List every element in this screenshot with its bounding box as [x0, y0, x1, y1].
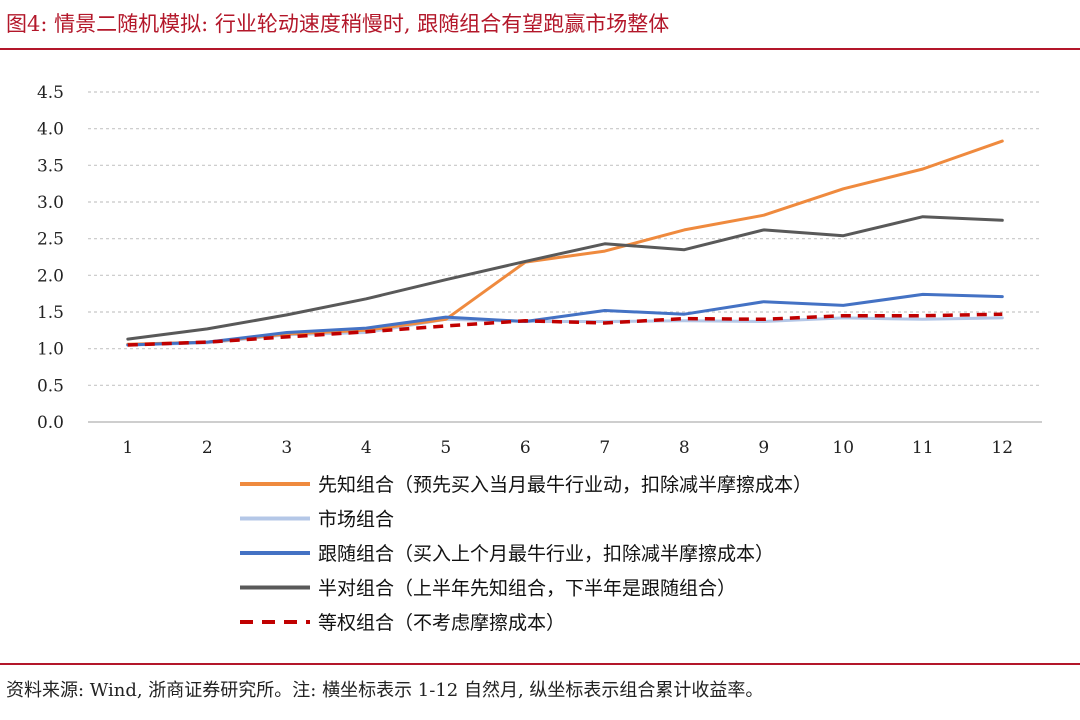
series-line: [126, 215, 1004, 341]
legend-label: 先知组合（预先买入当月最牛行业动，扣除减半摩擦成本）: [318, 474, 812, 496]
x-tick-label: 5: [440, 438, 451, 458]
source-note: 资料来源: Wind, 浙商证券研究所。注: 横坐标表示 1-12 自然月, 纵…: [6, 680, 764, 701]
x-tick-label: 9: [758, 438, 769, 458]
series-lines: [126, 139, 1004, 347]
y-tick-label: 4.5: [37, 83, 64, 103]
legend-label: 市场组合: [318, 509, 394, 531]
footer-rule: [0, 663, 1080, 665]
gridlines: [88, 91, 1042, 386]
legend-label: 半对组合（上半年先知组合，下半年是跟随组合）: [318, 578, 736, 600]
x-tick-label: 11: [912, 438, 934, 458]
series-line: [126, 316, 1004, 347]
x-tick-label: 4: [361, 438, 372, 458]
title-rule: [0, 48, 1080, 50]
y-tick-label: 2.0: [37, 266, 64, 286]
legend: 先知组合（预先买入当月最牛行业动，扣除减半摩擦成本） 市场组合跟随组合（买入上个月…: [240, 474, 812, 634]
x-tick-label: 10: [832, 438, 854, 458]
x-tick-label: 8: [679, 438, 690, 458]
x-tick-label: 1: [122, 438, 133, 458]
y-tick-label: 0.0: [37, 413, 64, 433]
x-tick-label: 12: [991, 438, 1013, 458]
series-line: [126, 139, 1004, 346]
y-tick-label: 1.0: [37, 340, 64, 360]
y-tick-label: 3.0: [37, 193, 64, 213]
y-tick-label: 2.5: [37, 230, 64, 250]
legend-label: 跟随组合（买入上个月最牛行业，扣除减半摩擦成本）: [318, 543, 774, 565]
y-tick-label: 0.5: [37, 376, 64, 396]
series-line: [126, 292, 1004, 347]
legend-label: 等权组合（不考虑摩擦成本）: [318, 612, 565, 634]
x-tick-label: 2: [202, 438, 213, 458]
series-line: [127, 312, 1003, 347]
y-tick-label: 1.5: [37, 303, 64, 323]
figure-title: 图4: 情景二随机模拟: 行业轮动速度稍慢时, 跟随组合有望跑赢市场整体: [6, 12, 670, 36]
y-axis-ticks: 0.0 0.5 1.0 1.5 2.0 2.5 3.0 3.5 4.0 4.5: [37, 83, 64, 433]
y-tick-label: 3.5: [37, 156, 64, 176]
x-tick-label: 6: [520, 438, 531, 458]
x-tick-label: 7: [599, 438, 610, 458]
x-axis-ticks: 1 2 3 4 5 6 7 8 9 10 11 12: [122, 438, 1013, 458]
y-tick-label: 4.0: [37, 120, 64, 140]
x-tick-label: 3: [281, 438, 292, 458]
